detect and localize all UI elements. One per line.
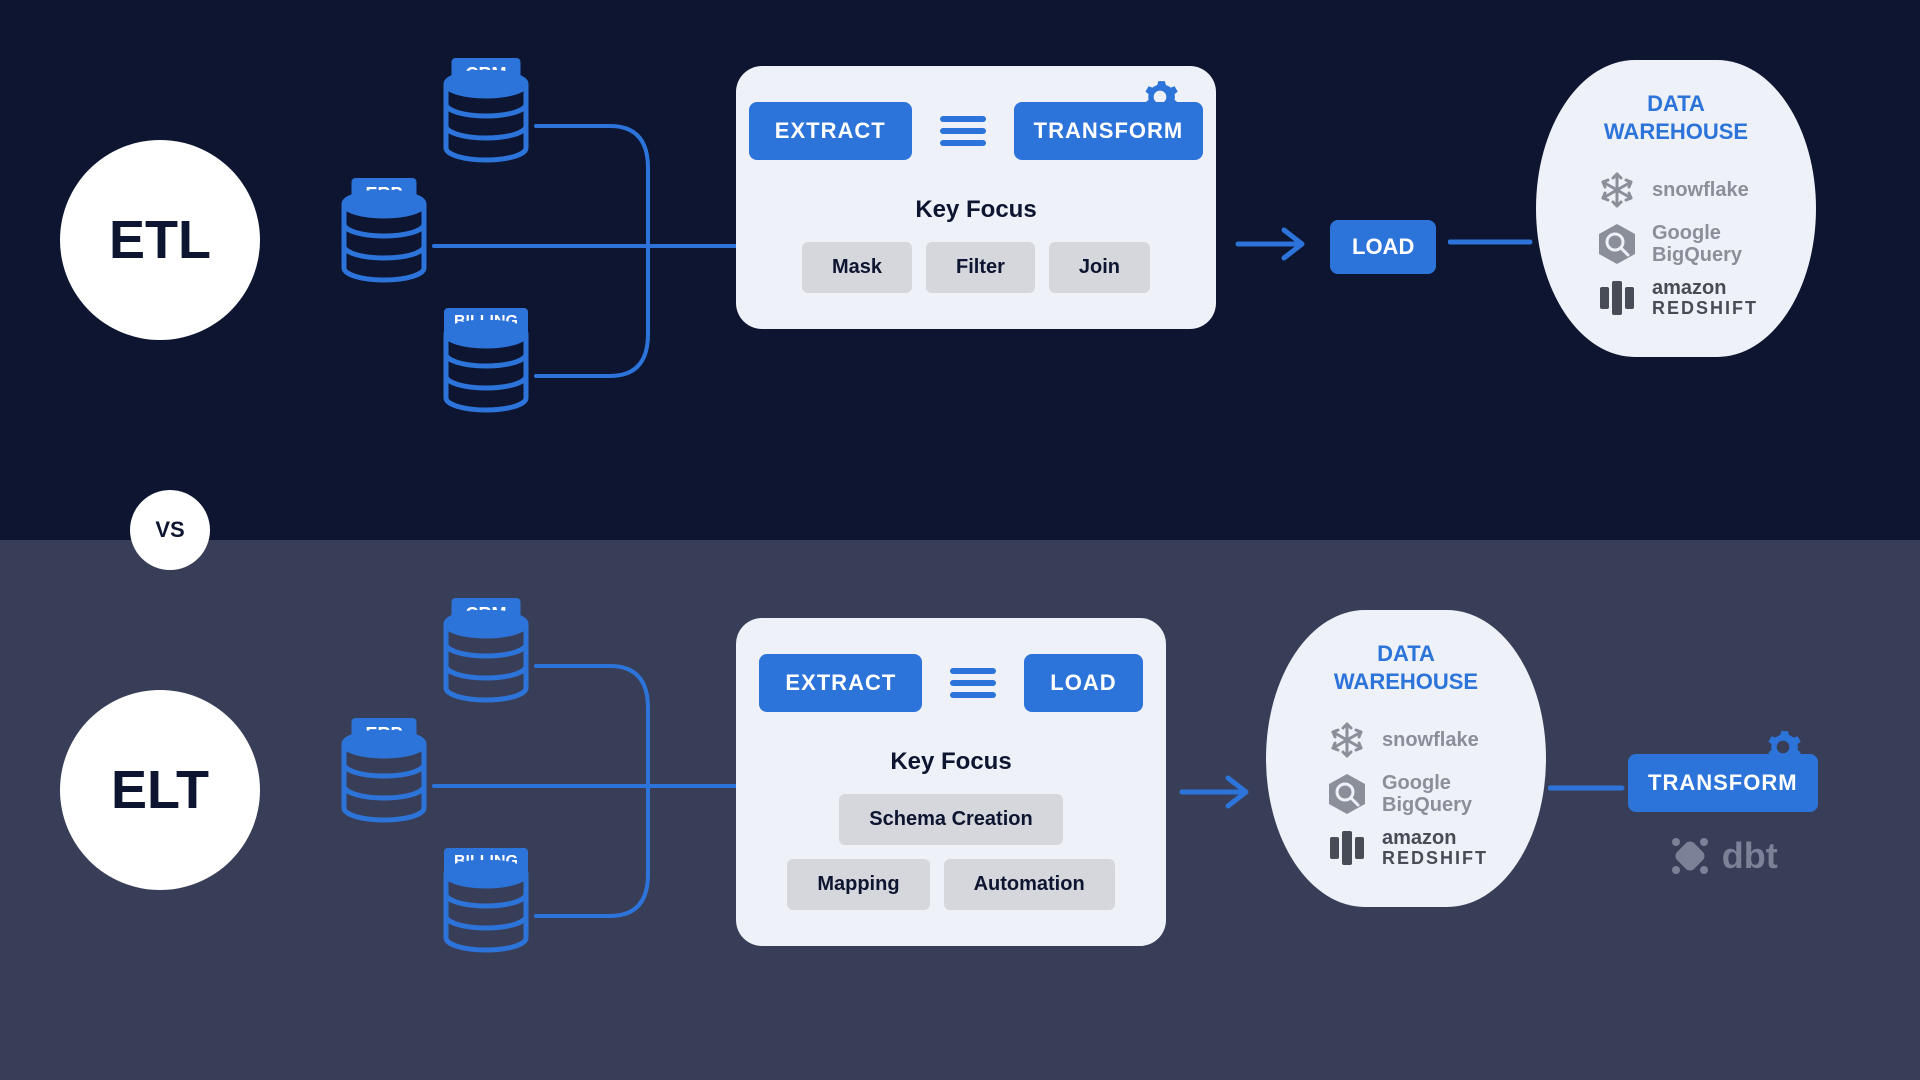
elt-stage-load: LOAD — [1024, 654, 1142, 712]
warehouse-text: GoogleBigQuery — [1382, 772, 1472, 816]
bigquery-icon — [1594, 221, 1640, 267]
gear-icon — [1764, 728, 1802, 771]
arrow-icon — [1548, 776, 1626, 800]
vs-label: VS — [155, 517, 184, 543]
source-db-erp: ERP — [338, 730, 430, 808]
source-db-billing: BILLING — [440, 860, 532, 938]
elt-warehouse: DATA WAREHOUSE snowflake GoogleBigQuery … — [1266, 610, 1546, 907]
cylinder-icon — [440, 320, 532, 398]
warehouse-title: DATA WAREHOUSE — [1604, 90, 1748, 145]
warehouse-title-l1: DATA — [1647, 91, 1705, 116]
cylinder-icon — [440, 70, 532, 148]
source-db-crm: CRM — [440, 70, 532, 148]
warehouse-bigquery: GoogleBigQuery — [1324, 771, 1488, 817]
snowflake-icon — [1594, 167, 1640, 213]
dbt-row: dbt — [1668, 834, 1778, 878]
warehouse-text: snowflake — [1382, 729, 1479, 751]
etl-chips: Mask Filter Join — [802, 242, 1150, 293]
chip: Mask — [802, 242, 912, 293]
chip: Mapping — [787, 859, 929, 910]
etl-title-circle: ETL — [60, 140, 260, 340]
warehouse-text: snowflake — [1652, 179, 1749, 201]
warehouse-snowflake: snowflake — [1594, 167, 1758, 213]
etl-stage-transform-label: TRANSFORM — [1034, 118, 1184, 143]
equals-icon — [950, 667, 996, 699]
elt-transform-block: TRANSFORM dbt — [1628, 754, 1818, 878]
elt-chips: Schema Creation Mapping Automation — [780, 794, 1122, 910]
warehouse-bigquery: GoogleBigQuery — [1594, 221, 1758, 267]
etl-process-card: EXTRACT TRANSFORM Key Focus Mask Filter Jo… — [736, 66, 1216, 329]
warehouse-title-l2: WAREHOUSE — [1334, 669, 1478, 694]
cylinder-icon — [338, 730, 430, 808]
etl-warehouse: DATA WAREHOUSE snowflake GoogleBigQuery … — [1536, 60, 1816, 357]
warehouse-redshift: amazonREDSHIFT — [1594, 275, 1758, 321]
chip: Schema Creation — [839, 794, 1062, 845]
warehouse-text: amazonREDSHIFT — [1382, 827, 1488, 869]
arrow-icon — [1234, 224, 1314, 264]
elt-transform-label: TRANSFORM — [1648, 770, 1798, 795]
etl-section: ETL EXTRACT TRANSFORM Key Focus Mask Filt… — [0, 0, 1920, 540]
redshift-icon — [1594, 275, 1640, 321]
snowflake-icon — [1324, 717, 1370, 763]
etl-key-focus-title: Key Focus — [915, 196, 1036, 224]
warehouse-title-l1: DATA — [1377, 641, 1435, 666]
equals-icon — [940, 115, 986, 147]
chip: Automation — [944, 859, 1115, 910]
warehouse-text: amazonREDSHIFT — [1652, 277, 1758, 319]
warehouse-snowflake: snowflake — [1324, 717, 1488, 763]
elt-stage-row: EXTRACT LOAD — [759, 654, 1142, 712]
elt-title: ELT — [111, 759, 209, 821]
chip: Join — [1049, 242, 1150, 293]
elt-section: ELT EXTRACT LOAD Key Focus Schema Creati… — [0, 540, 1920, 1080]
bigquery-icon — [1324, 771, 1370, 817]
arrow-icon — [1178, 772, 1258, 812]
etl-load-pill: LOAD — [1330, 220, 1436, 274]
source-db-erp: ERP — [338, 190, 430, 268]
warehouse-title-l2: WAREHOUSE — [1604, 119, 1748, 144]
dbt-icon — [1668, 834, 1712, 878]
vs-badge: VS — [130, 490, 210, 570]
etl-stage-row: EXTRACT TRANSFORM — [749, 102, 1203, 160]
warehouse-title: DATA WAREHOUSE — [1334, 640, 1478, 695]
elt-title-circle: ELT — [60, 690, 260, 890]
gear-icon — [1141, 78, 1179, 121]
etl-stage-extract: EXTRACT — [749, 102, 912, 160]
source-db-crm: CRM — [440, 610, 532, 688]
cylinder-icon — [440, 860, 532, 938]
etl-title: ETL — [109, 209, 211, 271]
elt-key-focus-title: Key Focus — [890, 748, 1011, 776]
chip: Filter — [926, 242, 1035, 293]
elt-process-card: EXTRACT LOAD Key Focus Schema Creation Ma… — [736, 618, 1166, 946]
redshift-icon — [1324, 825, 1370, 871]
elt-stage-extract: EXTRACT — [759, 654, 922, 712]
cylinder-icon — [338, 190, 430, 268]
warehouse-text: GoogleBigQuery — [1652, 222, 1742, 266]
arrow-icon — [1448, 230, 1534, 254]
cylinder-icon — [440, 610, 532, 688]
dbt-label: dbt — [1722, 835, 1778, 877]
warehouse-redshift: amazonREDSHIFT — [1324, 825, 1488, 871]
source-db-billing: BILLING — [440, 320, 532, 398]
